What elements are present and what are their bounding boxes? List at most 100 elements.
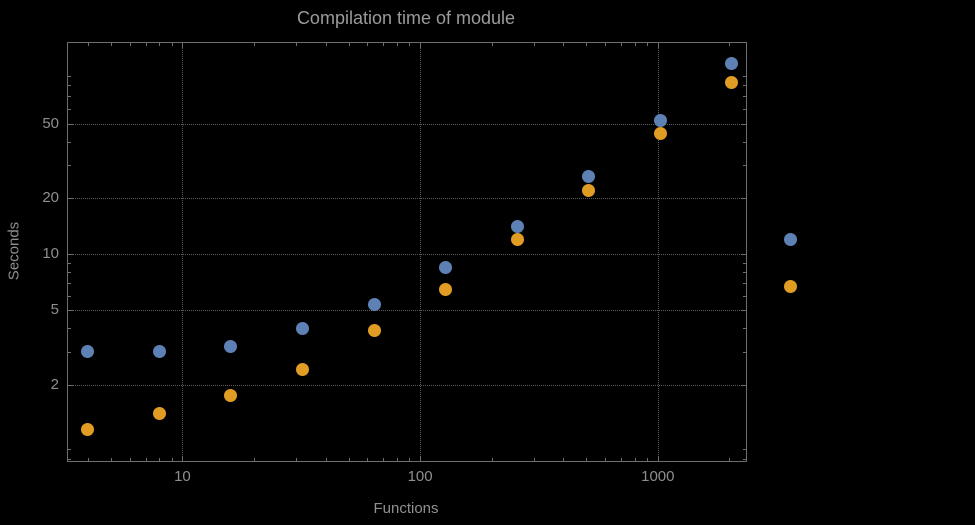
data-point-blue — [582, 170, 596, 184]
y-minor-tick — [68, 108, 71, 110]
y-major-tick — [68, 254, 73, 256]
y-minor-tick — [743, 295, 746, 297]
x-minor-tick — [563, 43, 565, 46]
x-minor-tick — [620, 458, 622, 461]
x-minor-tick — [383, 458, 385, 461]
x-gridline — [182, 43, 184, 461]
y-minor-tick — [68, 351, 71, 353]
x-minor-tick — [409, 43, 411, 46]
y-minor-tick — [68, 85, 71, 87]
y-minor-tick — [68, 164, 71, 166]
y-minor-tick — [68, 141, 71, 143]
x-minor-tick — [367, 458, 369, 461]
x-minor-tick — [129, 43, 131, 46]
y-minor-tick — [743, 262, 746, 264]
x-minor-tick — [348, 43, 350, 46]
y-gridline — [68, 310, 746, 312]
x-minor-tick — [533, 458, 535, 461]
data-point-orange — [296, 363, 309, 377]
x-minor-tick — [159, 458, 161, 461]
legend — [784, 233, 797, 293]
x-minor-tick — [110, 43, 112, 46]
data-point-orange — [725, 75, 739, 89]
y-tick-label: 2 — [50, 375, 59, 393]
x-minor-tick — [586, 43, 588, 46]
x-minor-tick — [729, 458, 731, 461]
x-minor-tick — [646, 458, 648, 461]
x-minor-tick — [605, 458, 607, 461]
x-minor-tick — [533, 43, 535, 46]
y-minor-tick — [743, 458, 746, 460]
x-minor-tick — [397, 43, 399, 46]
y-minor-tick — [743, 85, 746, 87]
x-gridline — [657, 43, 659, 461]
data-point-blue — [224, 340, 238, 353]
legend-marker-orange — [784, 280, 797, 293]
data-point-orange — [224, 388, 238, 402]
x-minor-tick — [605, 43, 607, 46]
x-major-tick — [657, 43, 659, 48]
data-point-orange — [367, 323, 381, 337]
legend-marker-blue — [784, 233, 797, 246]
y-minor-tick — [743, 283, 746, 285]
x-minor-tick — [491, 43, 493, 46]
x-minor-tick — [145, 43, 147, 46]
y-major-tick — [741, 310, 746, 312]
x-minor-tick — [145, 458, 147, 461]
y-major-tick — [68, 310, 73, 312]
data-point-orange — [653, 127, 667, 141]
data-point-blue — [296, 321, 309, 335]
y-minor-tick — [68, 272, 71, 274]
y-tick-label: 20 — [42, 188, 59, 206]
y-minor-tick — [68, 458, 71, 460]
data-point-blue — [367, 297, 381, 311]
x-gridline — [420, 43, 422, 461]
y-minor-tick — [743, 96, 746, 98]
data-point-orange — [582, 183, 596, 197]
x-minor-tick — [87, 458, 89, 461]
y-minor-tick — [743, 328, 746, 330]
x-minor-tick — [729, 43, 731, 46]
y-minor-tick — [743, 164, 746, 166]
x-minor-tick — [367, 43, 369, 46]
data-point-blue — [725, 56, 739, 70]
y-minor-tick — [68, 96, 71, 98]
x-minor-tick — [295, 43, 297, 46]
x-axis-label: Functions — [373, 500, 439, 517]
x-tick-label: 100 — [407, 468, 433, 485]
x-minor-tick — [129, 458, 131, 461]
data-point-orange — [439, 282, 453, 296]
x-minor-tick — [646, 43, 648, 46]
x-minor-tick — [87, 43, 89, 46]
data-point-blue — [81, 345, 95, 359]
y-minor-tick — [68, 283, 71, 285]
x-minor-tick — [620, 43, 622, 46]
chart-title: Compilation time of module — [296, 8, 516, 28]
y-major-tick — [68, 123, 73, 125]
x-minor-tick — [491, 458, 493, 461]
x-major-tick — [657, 456, 659, 461]
data-point-blue — [510, 220, 524, 234]
y-minor-tick — [743, 351, 746, 353]
data-point-orange — [81, 423, 95, 436]
x-minor-tick — [325, 458, 327, 461]
plot-area: 10 100 1000 2 5 10 20 50 — [42, 42, 747, 485]
data-point-blue — [152, 345, 166, 359]
y-gridline — [68, 254, 746, 256]
y-minor-tick — [68, 262, 71, 264]
y-major-tick — [68, 197, 73, 199]
y-major-tick — [741, 254, 746, 256]
x-minor-tick — [159, 43, 161, 46]
x-minor-tick — [563, 458, 565, 461]
x-minor-tick — [253, 458, 255, 461]
x-minor-tick — [409, 458, 411, 461]
y-tick-label: 50 — [42, 114, 59, 132]
y-major-tick — [741, 197, 746, 199]
x-tick-label: 10 — [174, 468, 191, 485]
y-minor-tick — [68, 75, 71, 77]
x-minor-tick — [348, 458, 350, 461]
y-major-tick — [68, 384, 73, 386]
x-minor-tick — [110, 458, 112, 461]
y-major-tick — [741, 123, 746, 125]
